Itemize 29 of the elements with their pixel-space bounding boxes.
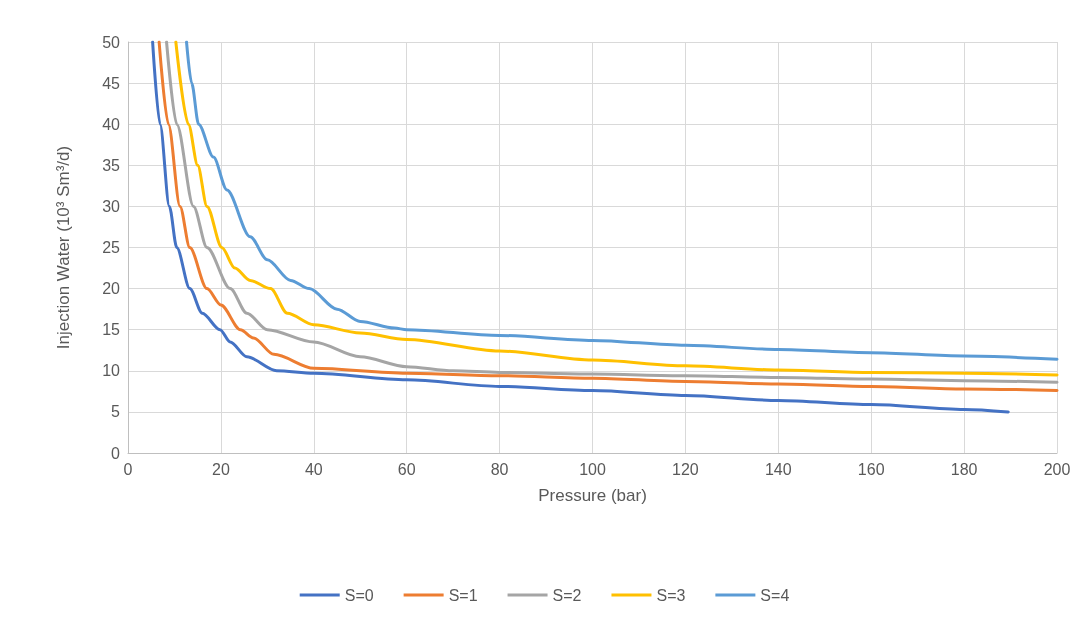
x-tick-label: 200: [1043, 460, 1071, 478]
x-tick-label: 140: [764, 460, 792, 478]
y-tick-label: 0: [111, 444, 121, 462]
y-tick-label: 10: [102, 362, 121, 380]
legend-label: S=3: [656, 586, 686, 604]
y-axis-title: Injection Water (10³ Sm³/d): [54, 145, 73, 350]
y-tick-label: 35: [102, 156, 121, 174]
x-tick-label: 180: [950, 460, 978, 478]
legend-label: S=0: [344, 586, 374, 604]
x-tick-label: 0: [123, 460, 133, 478]
x-tick-label: 40: [304, 460, 323, 478]
y-tick-label: 40: [102, 115, 121, 133]
x-tick-label: 160: [857, 460, 885, 478]
x-tick-label: 20: [212, 460, 230, 478]
x-tick-label: 120: [672, 460, 699, 478]
y-tick-label: 50: [102, 33, 121, 51]
y-tick-label: 45: [102, 74, 121, 92]
y-tick-label: 5: [111, 403, 121, 421]
x-tick-label: 100: [579, 460, 606, 478]
x-tick-label: 80: [490, 460, 509, 478]
legend-label: S=1: [448, 586, 478, 604]
y-tick-label: 20: [102, 280, 121, 298]
y-tick-label: 30: [102, 197, 121, 215]
x-tick-label: 60: [397, 460, 416, 478]
legend-label: S=4: [760, 586, 790, 604]
x-axis-title: Pressure (bar): [538, 486, 647, 505]
legend-label: S=2: [552, 586, 582, 604]
y-tick-label: 25: [102, 239, 121, 256]
y-tick-label: 15: [102, 321, 121, 339]
